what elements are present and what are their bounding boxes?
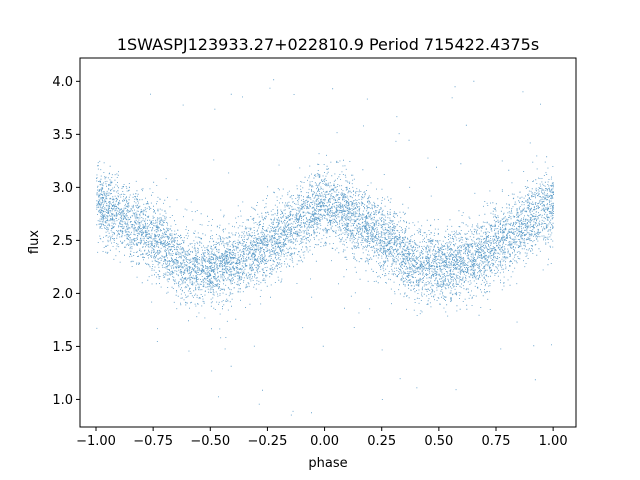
x-tick-label: −1.00 [76, 434, 116, 449]
x-tick-label: −0.50 [190, 434, 230, 449]
y-tick-label: 2.5 [52, 234, 73, 249]
x-tick-label: 0.50 [424, 434, 453, 449]
x-axis-label: phase [308, 456, 347, 471]
x-tick-label: −0.25 [248, 434, 288, 449]
y-tick-label: 3.0 [52, 181, 73, 196]
x-tick-label: 1.00 [539, 434, 568, 449]
y-tick-label: 3.5 [52, 128, 73, 143]
x-tick-label: 0.25 [367, 434, 396, 449]
x-tick-label: 0.00 [310, 434, 339, 449]
y-axis-ticks: 1.0 1.5 2.0 2.5 3.0 3.5 4.0 [52, 75, 80, 408]
y-axis-label: flux [27, 230, 42, 254]
y-tick-label: 4.0 [52, 75, 73, 90]
x-axis-ticks: −1.00 −0.75 −0.50 −0.25 0.00 0.25 0.50 0.75 1.00 [76, 427, 568, 449]
x-tick-label: 0.75 [482, 434, 511, 449]
chart-title: 1SWASPJ123933.27+022810.9 Period 715422.… [117, 35, 539, 54]
y-tick-label: 1.5 [52, 340, 73, 355]
y-tick-label: 1.0 [52, 393, 73, 408]
plot-frame [79, 57, 577, 428]
x-tick-label: −0.75 [133, 434, 173, 449]
y-tick-label: 2.0 [52, 287, 73, 302]
